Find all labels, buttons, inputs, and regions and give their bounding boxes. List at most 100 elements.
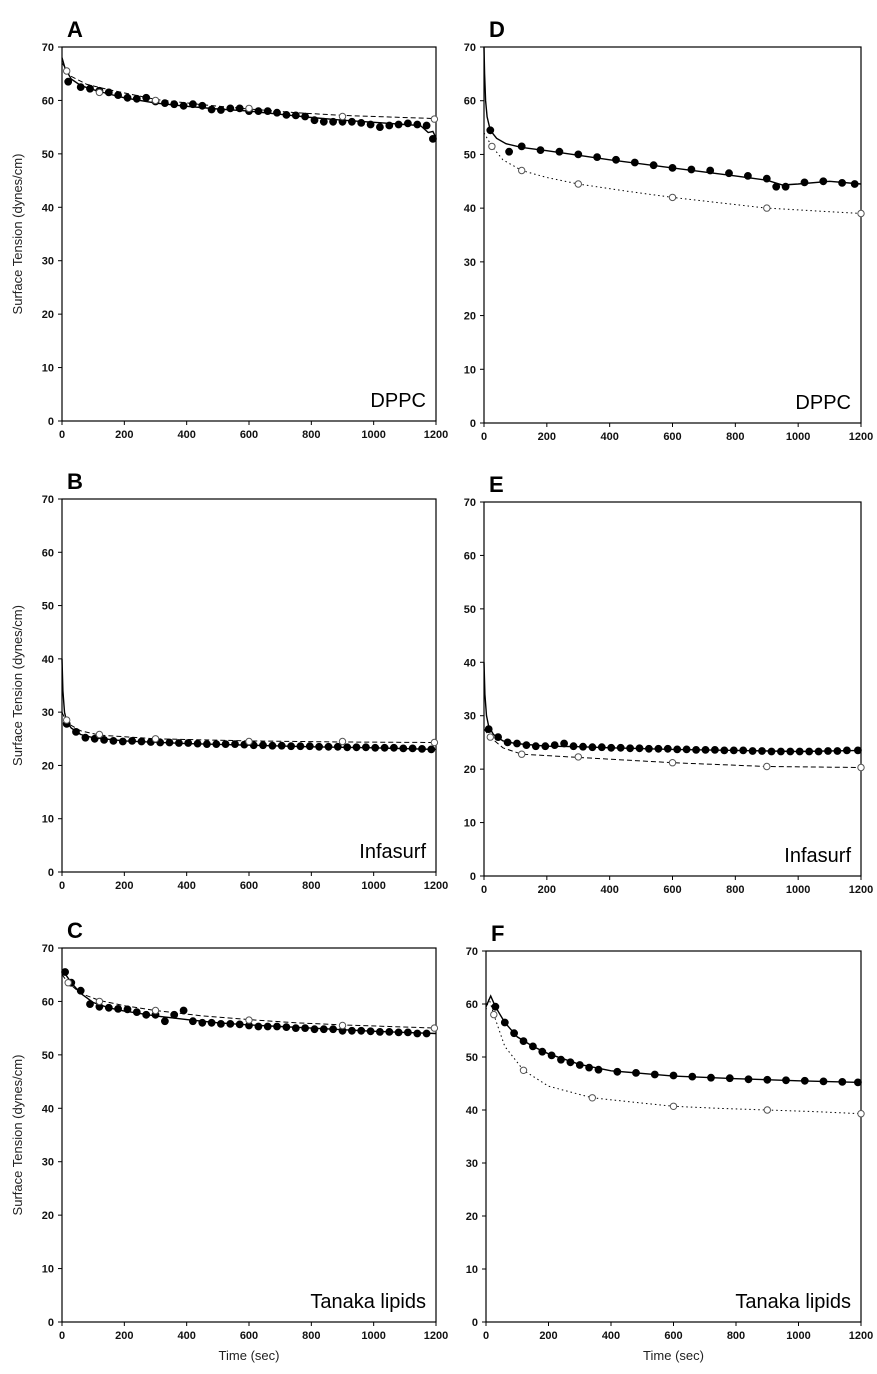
- data-point-filled: [352, 743, 361, 752]
- x-tick-label: 1200: [849, 431, 873, 443]
- data-point-filled: [235, 1020, 244, 1029]
- x-tick-label: 400: [600, 431, 618, 443]
- data-point-filled: [630, 158, 639, 167]
- data-point-filled: [418, 745, 426, 753]
- x-tick-label: 1000: [361, 880, 385, 892]
- y-tick-label: 30: [466, 1158, 478, 1170]
- data-point-filled: [819, 1077, 828, 1086]
- series-line-1: [485, 994, 862, 1084]
- data-point-filled: [198, 1018, 207, 1027]
- data-point-filled: [123, 1005, 132, 1014]
- data-point-filled: [781, 182, 790, 191]
- x-tick-label: 1000: [361, 429, 385, 441]
- data-point-filled: [273, 1022, 281, 1031]
- data-point-filled: [404, 119, 412, 128]
- data-point-filled: [505, 147, 514, 156]
- data-point-filled: [531, 742, 540, 751]
- data-point-filled: [517, 142, 526, 151]
- y-tick-label: 0: [48, 416, 54, 428]
- data-point-filled: [725, 1074, 734, 1083]
- data-point-filled: [104, 1003, 113, 1012]
- data-point-filled: [76, 83, 85, 91]
- y-tick-label: 40: [42, 1103, 54, 1115]
- y-tick-label: 40: [464, 203, 476, 215]
- data-point-filled: [366, 1027, 375, 1036]
- annotation-label: Infasurf: [359, 841, 426, 863]
- data-point-open: [151, 1006, 160, 1015]
- data-point-filled: [786, 747, 795, 756]
- x-tick-label: 200: [115, 1330, 133, 1342]
- data-point-filled: [574, 150, 583, 159]
- data-point-filled: [626, 744, 634, 753]
- data-point-filled: [838, 179, 846, 187]
- y-tick-label: 50: [464, 149, 476, 161]
- x-tick-label: 200: [539, 1330, 557, 1342]
- y-tick-label: 70: [464, 42, 476, 54]
- data-point-filled: [429, 135, 437, 143]
- x-tick-label: 800: [302, 880, 320, 892]
- x-tick-label: 400: [177, 1330, 195, 1342]
- data-point-filled: [179, 101, 188, 110]
- y-tick-label: 50: [464, 604, 476, 616]
- y-tick-label: 50: [42, 149, 54, 161]
- data-point-filled: [800, 178, 809, 187]
- data-point-filled: [720, 746, 729, 755]
- data-point-filled: [650, 1070, 659, 1079]
- x-tick-label: 800: [727, 1330, 745, 1342]
- data-point-filled: [100, 736, 108, 744]
- data-point-filled: [404, 1028, 412, 1037]
- data-point-open: [668, 759, 677, 767]
- data-point-filled: [557, 1055, 565, 1064]
- data-point-filled: [81, 733, 90, 742]
- data-point-filled: [739, 746, 748, 755]
- x-tick-label: 200: [115, 880, 133, 892]
- data-point-filled: [579, 742, 587, 751]
- data-point-filled: [510, 1029, 518, 1038]
- data-point-filled: [569, 742, 578, 751]
- data-point-filled: [128, 737, 137, 745]
- data-point-filled: [231, 740, 239, 748]
- series-line-2: [485, 996, 862, 1115]
- data-point-filled: [319, 117, 328, 126]
- panel-letter: D: [489, 17, 505, 42]
- data-point-filled: [324, 742, 333, 751]
- data-point-filled: [301, 1024, 310, 1032]
- data-point-open: [669, 1102, 678, 1111]
- data-point-open: [574, 753, 582, 761]
- x-tick-label: 0: [481, 431, 487, 443]
- data-point-filled: [399, 744, 408, 753]
- x-tick-label: 600: [664, 1330, 682, 1342]
- y-tick-label: 50: [42, 601, 54, 613]
- data-point-filled: [408, 744, 417, 753]
- data-point-open: [338, 737, 347, 746]
- data-point-filled: [380, 743, 389, 752]
- data-point-filled: [161, 99, 169, 107]
- y-tick-label: 20: [464, 311, 476, 323]
- y-tick-label: 60: [42, 996, 54, 1008]
- annotation-label: Tanaka lipids: [310, 1291, 426, 1313]
- x-tick-label: 1000: [786, 884, 810, 896]
- data-point-filled: [291, 1024, 300, 1032]
- data-point-filled: [161, 1017, 169, 1026]
- annotation-label: DPPC: [795, 392, 851, 414]
- data-point-filled: [744, 172, 752, 180]
- data-point-filled: [707, 1073, 715, 1082]
- data-point-filled: [179, 1006, 188, 1015]
- data-point-filled: [394, 120, 403, 129]
- y-tick-label: 20: [42, 760, 54, 772]
- data-point-filled: [357, 1026, 366, 1035]
- x-tick-label: 1000: [361, 1330, 385, 1342]
- data-point-filled: [597, 743, 606, 752]
- data-point-filled: [729, 746, 738, 755]
- data-point-filled: [109, 737, 118, 745]
- y-tick-label: 10: [464, 364, 476, 376]
- x-tick-label: 600: [663, 431, 681, 443]
- data-point-filled: [663, 744, 672, 753]
- plot-frame: [61, 498, 437, 873]
- data-point-filled: [782, 1076, 790, 1085]
- data-point-open: [519, 1066, 528, 1075]
- data-point-filled: [814, 747, 823, 756]
- data-point-filled: [422, 121, 431, 130]
- data-point-filled: [748, 747, 757, 755]
- data-point-open: [245, 737, 253, 746]
